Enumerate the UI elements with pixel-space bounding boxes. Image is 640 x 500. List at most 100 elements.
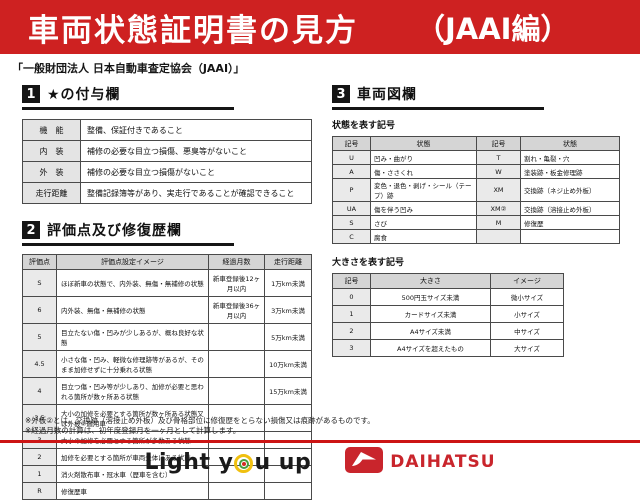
target-rings-icon [234,454,254,473]
evaluation-table: 評価点 評価点設定イメージ 経過月数 走行距離 S ほぼ新車の状態で、内外装、無傷・無補… [22,254,312,500]
section1-header: 1 ★の付与欄 [22,84,234,110]
table-cell: ほぼ新車の状態で、内外装、無傷・無補修の状態 [56,269,209,297]
table-cell: 補修の必要な目立つ損傷がないこと [80,161,312,183]
table-row: 3 A4サイズを超えたもの 大サイズ [332,339,564,357]
table-cell: A4サイズを超えたもの [370,339,491,357]
daihatsu-logo: DAIHATSU [345,447,495,477]
table-cell: 2 [22,448,57,466]
table-cell: C [332,229,371,244]
table-row: 2 A4サイズ未満 中サイズ [332,322,564,340]
table-cell: 目立つ傷・凹み等が少しあり、加修が必要と思われる箇所が数ヶ所ある状態 [56,377,209,405]
banner: 車両状態証明書の見方 （JAAI編） [0,0,640,54]
table-row: 5 目立たない傷・凹みが少しあるが、概ね良好な状態 5万km未満 [22,323,312,351]
table-cell: 4.5 [22,350,57,378]
table-row: 3.5 大小の加修を必要とする箇所が数ヶ所ある状態又は外板②適用車 [22,404,312,432]
footer: Light y u up DAIHATSU [0,447,640,477]
table-row: 内 装補修の必要な目立つ損傷、悪臭等がないこと [22,140,312,162]
table-cell: 小サイズ [490,305,564,323]
column-header: イメージ [490,273,564,289]
table-row: 2 加修を必要とする箇所が車両全体にある状態 [22,448,312,466]
table-cell: 1万km未満 [264,269,312,297]
table-row: 1 カードサイズ未満 小サイズ [332,305,564,323]
daihatsu-emblem-icon [345,447,384,477]
table-cell: 交換跡（ネジ止め外板） [520,178,620,202]
table-cell: 塗装跡・板金修理跡 [520,164,620,179]
table-cell: 整備、保証付きであること [80,119,312,141]
star-criteria-table: 機 能整備、保証付きであること内 装補修の必要な目立つ損傷、悪臭等がないこと外 … [22,119,312,204]
column-header: 状態 [370,136,477,151]
table-cell [208,323,265,351]
section2-number-badge: 2 [22,221,40,239]
table-row: C 腐食 [332,229,620,244]
table-cell: 10万km未満 [264,350,312,378]
table-row: P 変色・退色・剥げ・シール（テープ）跡 XM 交換跡（ネジ止め外板） [332,178,620,202]
table-cell: 大サイズ [490,339,564,357]
table-cell: A [332,164,371,179]
table-cell: 機 能 [22,119,81,141]
table-cell: 3 [332,339,371,357]
daihatsu-wordmark: DAIHATSU [390,452,496,472]
table-cell: U [332,150,371,165]
table-row: 外 装補修の必要な目立つ損傷がないこと [22,161,312,183]
table-cell: 5万km未満 [264,323,312,351]
table-cell: 1 [332,305,371,323]
light-you-up-logo: Light y u up [144,450,311,475]
note-1: ※外板②とは、交換跡（溶接止め外板）及び骨格部位に修復歴をとらない損傷又は痕跡が… [25,416,375,425]
table-cell: 修復歴車 [56,482,209,500]
table-cell: UA [332,201,371,216]
header-row: 評価点 評価点設定イメージ 経過月数 走行距離 [22,254,312,270]
table-cell: 走行距離 [22,182,81,204]
size-symbol-table: 記号 大きさ イメージ 0 500円玉サイズ未満 微小サイズ 1 カードサイズ未満 小サイズ 2… [332,273,564,357]
column-header: 記号 [332,273,371,289]
table-cell: 15万km未満 [264,377,312,405]
edition-label: （JAAI編） [416,12,570,46]
table-cell: 新車登録後12ヶ月以内 [208,269,265,297]
condition-symbols-label: 状態を表す記号 [332,121,396,131]
header-row: 記号 状態 記号 状態 [332,136,620,151]
column-header: 記号 [476,136,521,151]
table-cell: 2 [332,322,371,340]
table-cell: 中サイズ [490,322,564,340]
table-cell [208,482,265,500]
table-cell: 新車登録後36ヶ月以内 [208,296,265,324]
table-cell: P [332,178,371,202]
table-cell: 6 [22,296,57,324]
organization-label: 「一般財団法人 日本自動車査定協会（JAAI）」 [12,62,245,75]
column-header: 記号 [332,136,371,151]
table-cell: カードサイズ未満 [370,305,491,323]
column-header: 走行距離 [264,254,312,270]
section3-title: 車両図欄 [357,87,417,103]
table-cell: 傷・ささくれ [370,164,477,179]
column-header: 大きさ [370,273,491,289]
table-cell: XM② [476,201,521,216]
size-symbols-label: 大きさを表す記号 [332,258,405,268]
table-cell: 微小サイズ [490,288,564,306]
condition-symbol-table: 記号 状態 記号 状態 U 凹み・曲がり T 割れ・亀裂・穴 A 傷・ささくれ W 塗装跡・板金修理… [332,136,620,244]
table-cell [208,350,265,378]
section3-header: 3 車両図欄 [332,84,544,110]
table-row: S さび M 修復歴 [332,215,620,230]
section2-header: 2 評価点及び修復歴欄 [22,220,234,246]
table-cell: 整備記録簿等があり、実走行であることが確認できること [80,182,312,204]
table-cell: 1 [22,465,57,483]
table-cell: 補修の必要な目立つ損傷、悪臭等がないこと [80,140,312,162]
table-cell: 傷を伴う凹み [370,201,477,216]
right-column: 3 車両図欄 状態を表す記号 記号 状態 記号 状態 U 凹み・曲がり T 割れ・亀裂・穴 A… [332,84,620,357]
column-header: 状態 [520,136,620,151]
table-row: S ほぼ新車の状態で、内外装、無傷・無補修の状態 新車登録後12ヶ月以内 1万km未満 [22,269,312,297]
table-row: 6 内外装、無傷・無補修の状態 新車登録後36ヶ月以内 3万km未満 [22,296,312,324]
table-cell: 小さな傷・凹み、軽微な修理跡等があるが、そのまま加修せずに十分乗れる状態 [56,350,209,378]
table-row: UA 傷を伴う凹み XM② 交換跡（溶接止め外板） [332,201,620,216]
table-cell: 凹み・曲がり [370,150,477,165]
table-row: 4 目立つ傷・凹み等が少しあり、加修が必要と思われる箇所が数ヶ所ある状態 15万km… [22,377,312,405]
table-cell: 腐食 [370,229,477,244]
table-cell: 割れ・亀裂・穴 [520,150,620,165]
table-cell: S [332,215,371,230]
table-row: A 傷・ささくれ W 塗装跡・板金修理跡 [332,164,620,179]
table-cell: 500円玉サイズ未満 [370,288,491,306]
slogan-text-right: u up [254,449,312,475]
table-cell [264,404,312,432]
divider-rule [0,440,640,443]
table-cell: 修復歴 [520,215,620,230]
table-row: 0 500円玉サイズ未満 微小サイズ [332,288,564,306]
